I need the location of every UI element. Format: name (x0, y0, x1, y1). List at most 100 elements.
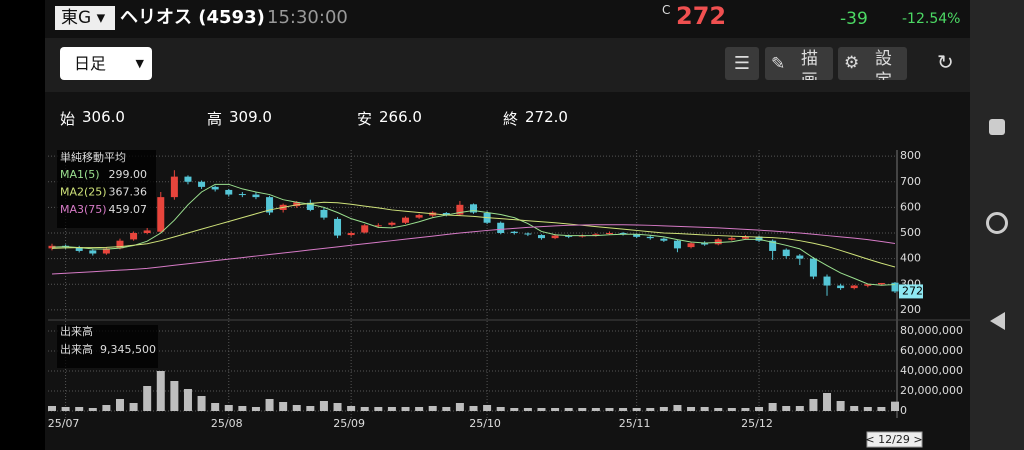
candle-body (592, 234, 600, 236)
candle-body (551, 235, 559, 239)
candle-body (646, 236, 654, 239)
market-select[interactable]: 東G ▾ (55, 6, 115, 30)
candle-body (660, 238, 668, 241)
candle-body (130, 233, 138, 240)
volume-bar (374, 407, 383, 411)
candle-body (415, 215, 423, 218)
volume-bar (183, 389, 192, 411)
volume-bar (483, 405, 492, 411)
volume-bar (279, 402, 288, 411)
candle-body (442, 213, 450, 216)
y-tick-label: 800 (900, 149, 921, 162)
candle-body (306, 202, 314, 210)
change: -39 (840, 9, 868, 29)
volume-bar (347, 406, 356, 411)
volume-bar (727, 408, 736, 411)
settings-label: 設定 (875, 49, 892, 80)
legend-name: MA1(5) (60, 168, 100, 181)
volume-bar (292, 405, 301, 411)
volume-bar (197, 396, 206, 411)
candle-body (864, 284, 872, 286)
back-button[interactable] (990, 312, 1005, 330)
volume-bar (836, 401, 845, 411)
refresh-button[interactable]: ↻ (937, 50, 954, 74)
volume-bar (251, 407, 260, 411)
candle-body (619, 233, 627, 235)
volume-bar (619, 408, 628, 411)
cursor-badge: < 12/29 > (865, 433, 922, 446)
settings-button[interactable]: ⚙設定 (838, 47, 907, 80)
volume-bar (265, 399, 274, 411)
candle-body (877, 282, 885, 285)
volume-bar (156, 371, 165, 411)
cursor-badge-bg (866, 431, 923, 448)
volume-bar (782, 406, 791, 411)
summary-value: 266.0 (379, 108, 422, 126)
summary-value: 309.0 (229, 108, 272, 126)
candle-body (184, 176, 192, 182)
y-tick-label: 700 (900, 175, 921, 188)
candle-body (334, 218, 342, 236)
volume-bar (170, 381, 179, 411)
volume-bar (115, 399, 124, 411)
draw-button[interactable]: ✎描画 (765, 47, 833, 80)
candle-body (510, 231, 518, 233)
y-tick-label: 400 (900, 252, 921, 265)
price: 272 (676, 2, 727, 30)
candle-body (741, 236, 749, 239)
nav-bar (970, 0, 1024, 450)
market: 東G (61, 8, 92, 28)
volume-bar (415, 407, 424, 411)
candle-body (891, 282, 899, 292)
volume-bar (496, 407, 505, 411)
candle-body (633, 234, 641, 237)
candle-body (102, 248, 110, 254)
y-tick-label: 200 (900, 303, 921, 316)
candle-body (252, 194, 260, 198)
candle-body (755, 236, 763, 241)
y-tick-label: 0 (900, 404, 907, 417)
ma-line (51, 183, 896, 286)
y-tick-label: 600 (900, 200, 921, 213)
candle-body (238, 194, 246, 196)
volume-bar (129, 403, 138, 411)
volume-legend-name: 出来高 (60, 342, 93, 356)
y-tick-label: 500 (900, 226, 921, 239)
ma-line (51, 224, 896, 275)
volume-bar (741, 408, 750, 411)
candle-body (578, 235, 586, 237)
indicator-button[interactable]: ☰ (725, 47, 759, 80)
candle-body (714, 239, 722, 245)
volume-bar (88, 408, 97, 411)
volume-bar (863, 407, 872, 411)
volume-bar (75, 407, 84, 411)
candle-body (850, 285, 858, 289)
volume-bar (469, 406, 478, 411)
volume-bar (238, 406, 247, 411)
volume-bar (61, 407, 70, 411)
legend-value: 367.36 (109, 186, 148, 199)
candle-body (266, 197, 274, 213)
x-tick-label: 25/11 (619, 417, 651, 430)
candle-body (701, 242, 709, 245)
volume-bar (306, 406, 315, 411)
chart: 200300400500600700800020,000,00040,000,0… (48, 149, 970, 448)
y-tick-label: 80,000,000 (900, 324, 963, 337)
period-select[interactable]: 日足 ▼ (60, 47, 152, 80)
legend-value: 299.00 (109, 168, 148, 181)
summary-value: 306.0 (82, 108, 125, 126)
candle-body (402, 217, 410, 223)
volume-bar (755, 407, 764, 411)
ma-legend-bg (57, 150, 156, 228)
volume-bar (605, 408, 614, 411)
candle-body (347, 233, 355, 236)
candle-body (320, 209, 328, 218)
candle-body (75, 247, 83, 251)
ma-legend-title: 単純移動平均 (60, 150, 126, 164)
volume-legend-value: 9,345,500 (100, 343, 156, 356)
x-tick-label: 25/07 (48, 417, 80, 430)
home-button[interactable] (986, 212, 1008, 234)
summary-label: 高 (207, 110, 223, 128)
time: 15:30:00 (267, 7, 348, 28)
recents-button[interactable] (989, 119, 1005, 135)
